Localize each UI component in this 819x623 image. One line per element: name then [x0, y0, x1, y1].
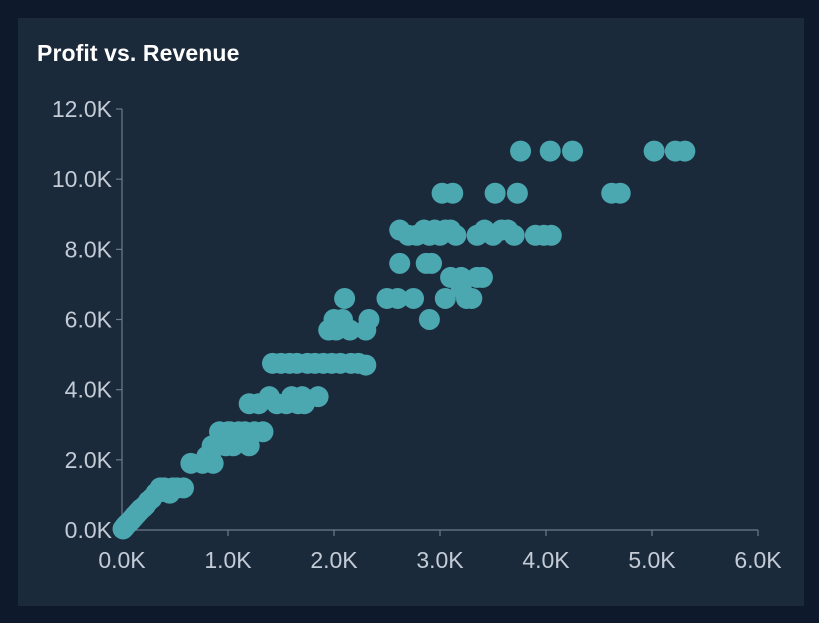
scatter-point: [643, 140, 665, 162]
x-tick-label: 6.0K: [734, 547, 782, 573]
y-tick-label: 2.0K: [65, 447, 113, 473]
scatter-point: [387, 287, 409, 309]
x-tick-label: 0.0K: [98, 547, 146, 573]
scatter-point: [355, 354, 377, 376]
scatter-plot: 0.0K 1.0K 2.0K 3.0K 4.0K 5.0K 6.0K 0.0K 2.0K 4.0K…: [52, 96, 782, 573]
scatter-point: [151, 480, 173, 502]
y-tick-label: 6.0K: [65, 307, 113, 333]
scatter-point: [339, 319, 361, 341]
scatter-point: [323, 309, 345, 330]
y-tick-label: 8.0K: [65, 236, 113, 262]
x-tick-label: 4.0K: [522, 547, 570, 573]
scatter-point: [445, 224, 467, 246]
scatter-point: [421, 252, 443, 274]
scatter-point: [609, 182, 631, 204]
scatter-point: [510, 140, 532, 162]
y-tick-label: 10.0K: [52, 166, 113, 192]
scatter-point: [403, 287, 424, 309]
chart-card: Profit vs. Revenue 0.0K 1.0K 2.0K 3.0K 4.0K 5…: [18, 18, 804, 606]
scatter-point: [674, 140, 696, 162]
x-tick-label: 3.0K: [416, 547, 464, 573]
y-tick-label: 0.0K: [65, 517, 113, 543]
scatter-point: [562, 140, 583, 162]
scatter-point: [252, 421, 274, 443]
y-tick-label: 4.0K: [65, 377, 113, 403]
scatter-point: [172, 477, 194, 499]
scatter-point: [503, 224, 525, 246]
scatter-point: [358, 309, 380, 330]
scatter-point: [484, 182, 506, 204]
scatter-point: [440, 266, 462, 288]
scatter-point: [291, 386, 313, 408]
y-tick-label: 12.0K: [52, 96, 113, 122]
x-tick-label: 5.0K: [628, 547, 676, 573]
scatter-point: [334, 287, 356, 309]
scatter-point: [471, 266, 493, 288]
scatter-point: [442, 182, 464, 204]
scatter-point: [506, 182, 528, 204]
scatter-point: [418, 309, 440, 330]
x-tick-label: 1.0K: [204, 547, 252, 573]
scatter-point: [389, 252, 411, 274]
scatter-point: [234, 421, 256, 443]
scatter-point: [540, 224, 562, 246]
x-tick-label: 2.0K: [310, 547, 358, 573]
scatter-point: [539, 140, 561, 162]
scatter-point: [307, 386, 329, 408]
chart-title: Profit vs. Revenue: [37, 40, 240, 66]
scatter-point: [434, 287, 456, 309]
